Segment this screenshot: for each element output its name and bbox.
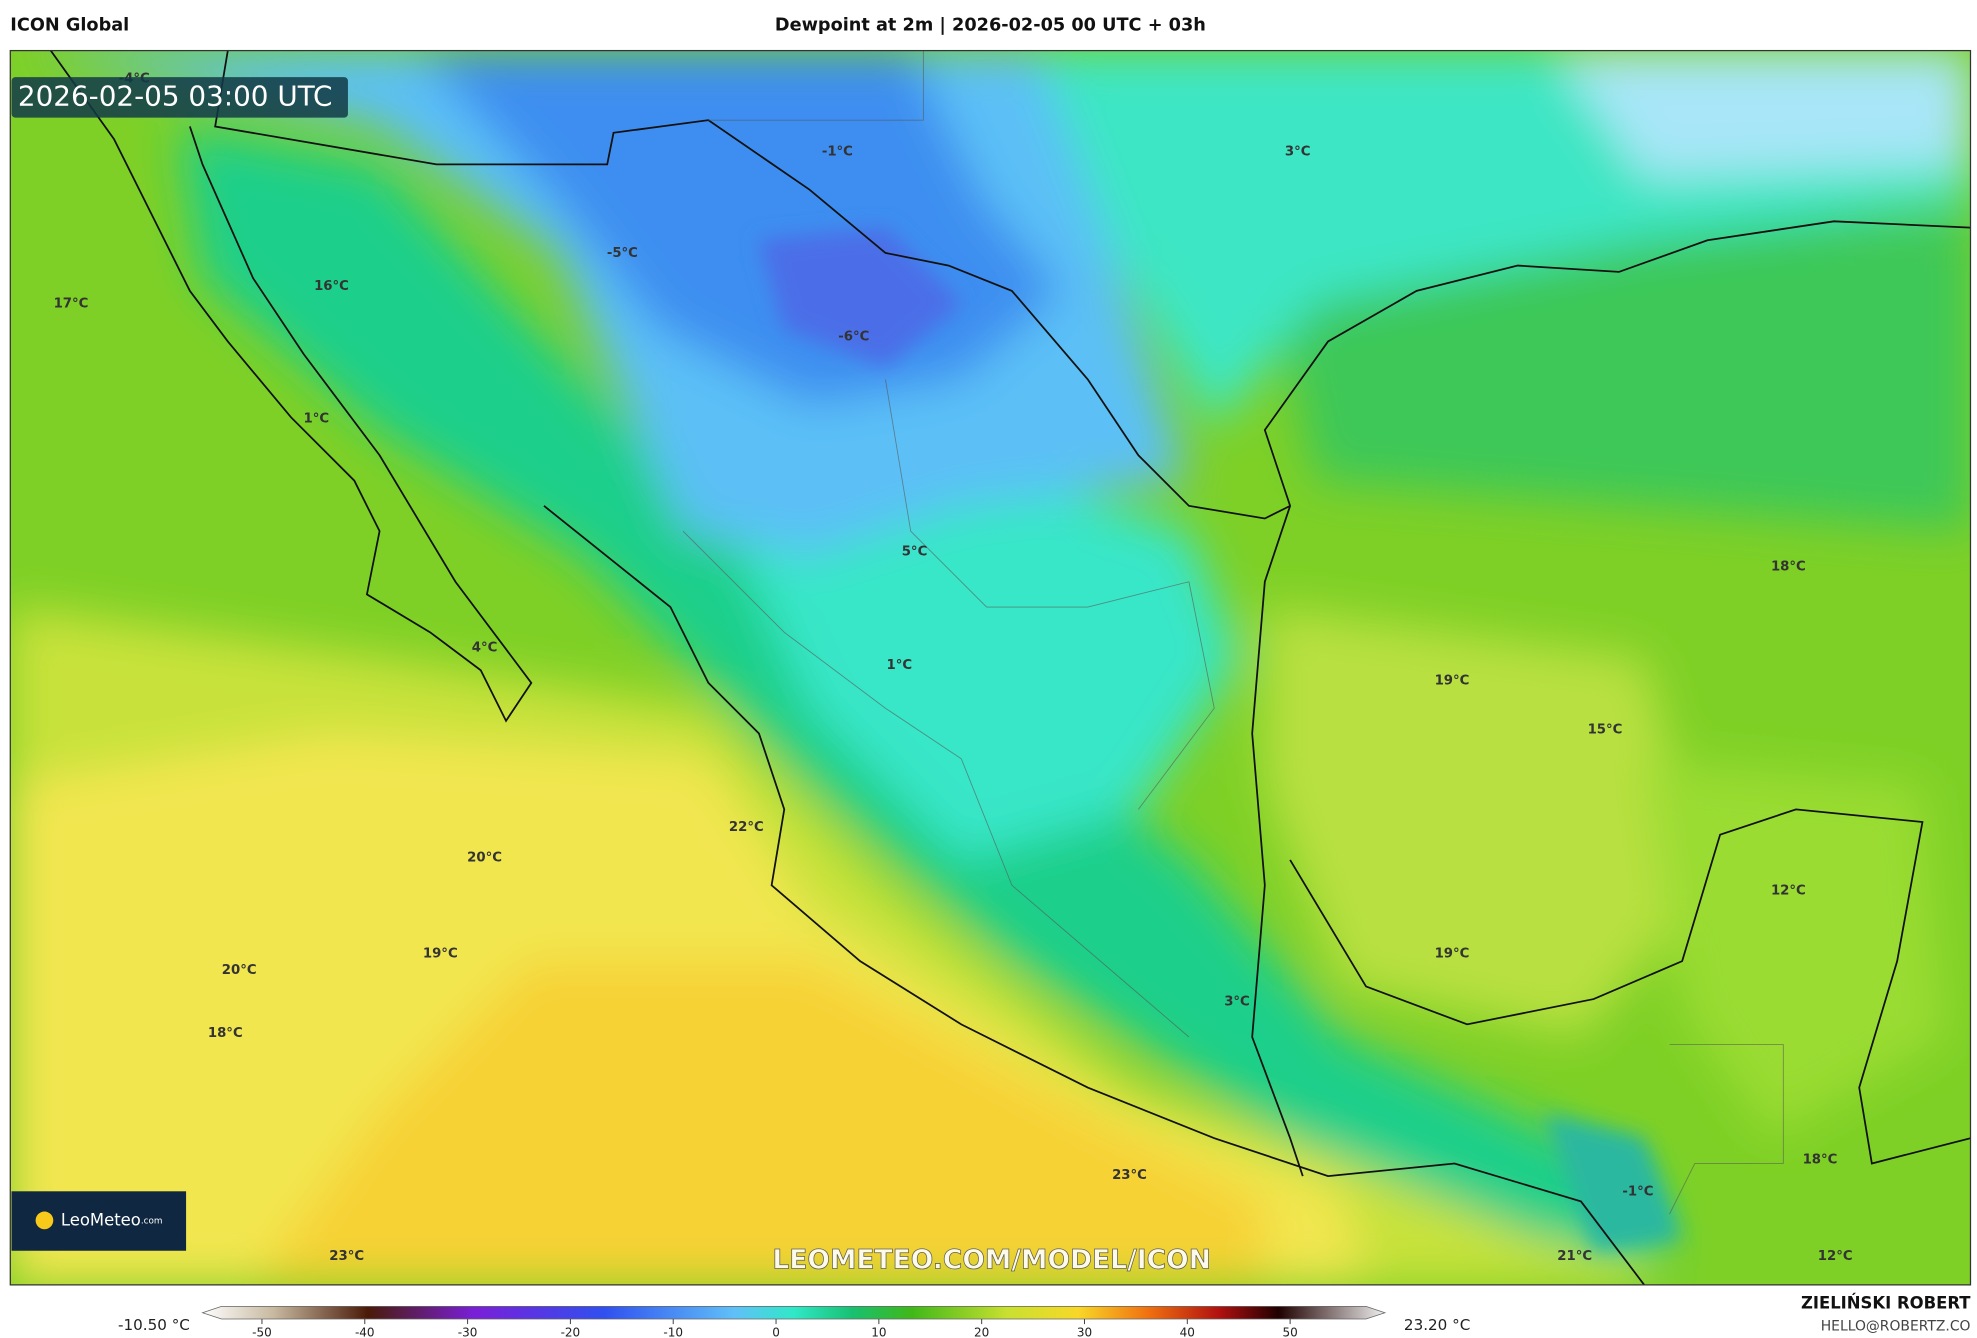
map-label: -5°C	[607, 246, 638, 261]
map-label: 4°C	[472, 641, 498, 656]
map	[10, 50, 1971, 1285]
map-label: 17°C	[54, 297, 89, 312]
map-label: 5°C	[902, 544, 928, 559]
colorbar-tick-label: -50	[252, 1325, 272, 1338]
logo: LeoMeteo.com	[61, 1210, 163, 1229]
map-title: Dewpoint at 2m | 2026-02-05 00 UTC + 03h	[775, 15, 1206, 35]
map-label: 19°C	[423, 947, 458, 962]
map-label: 16°C	[314, 279, 349, 294]
legend-min: -10.50 °C	[118, 1316, 190, 1334]
colorbar-tick-label: 50	[1282, 1325, 1297, 1338]
map-label: 21°C	[1557, 1249, 1592, 1264]
map-frame	[9, 49, 1972, 1286]
map-label: 23°C	[1112, 1168, 1147, 1183]
colorbar-tick-label: -20	[561, 1325, 581, 1338]
legend-max: 23.20 °C	[1404, 1316, 1470, 1334]
map-label: 1°C	[887, 658, 913, 673]
watermark: LEOMETEO.COM/MODEL/ICON	[772, 1244, 1211, 1275]
borders	[682, 50, 1784, 1215]
map-label: 22°C	[729, 820, 764, 835]
map-label: 18°C	[208, 1026, 243, 1041]
map-label: 12°C	[1818, 1249, 1853, 1264]
timestamp: 2026-02-05 03:00 UTC	[18, 79, 333, 112]
map-label: 15°C	[1588, 723, 1623, 738]
colorbar-tick-label: 40	[1180, 1325, 1195, 1338]
map-label: 19°C	[1435, 947, 1470, 962]
map-label: 12°C	[1771, 883, 1806, 898]
colorbar-tick-label: 0	[772, 1325, 780, 1338]
map-label: 3°C	[1285, 145, 1311, 160]
map-label: -6°C	[838, 329, 869, 344]
map-label: 19°C	[1435, 673, 1470, 688]
colorbar-tick-label: -10	[663, 1325, 683, 1338]
logo-suffix: .com	[141, 1216, 163, 1226]
model-name: ICON Global	[10, 15, 129, 35]
author: ZIELIŃSKI ROBERT	[1801, 1293, 1971, 1312]
logo-sun	[35, 1211, 54, 1230]
colorbar-tick-label: 20	[974, 1325, 989, 1338]
map-label: 23°C	[329, 1249, 364, 1264]
colorbar-tick-label: 10	[871, 1325, 886, 1338]
timestamp-box	[11, 77, 348, 118]
map-label: 3°C	[1224, 995, 1250, 1010]
logo-name: LeoMeteo	[61, 1210, 141, 1229]
map-label: -1°C	[1622, 1184, 1653, 1199]
map-label: 1°C	[304, 412, 330, 427]
colorbar-tick-label: -40	[355, 1325, 375, 1338]
map-label: -1°C	[822, 145, 853, 160]
map-labels: -4°C-1°C3°C-5°C16°C17°C-6°C1°C5°C18°C4°C…	[54, 71, 1853, 1263]
colorbar-tick-label: -30	[458, 1325, 478, 1338]
map-label: 18°C	[1803, 1153, 1838, 1168]
colorbar-tick-label: 30	[1077, 1325, 1092, 1338]
map-label: 18°C	[1771, 560, 1806, 575]
map-label: 20°C	[222, 963, 257, 978]
colorbar	[201, 1306, 1387, 1320]
coastline	[50, 50, 1971, 1285]
colorbar-ticks: -50 -40 -30 -20 -10 0 10 20 30 40 50	[252, 1319, 1298, 1338]
email: HELLO@ROBERTZ.CO	[1821, 1319, 1971, 1335]
map-label: 20°C	[467, 850, 502, 865]
